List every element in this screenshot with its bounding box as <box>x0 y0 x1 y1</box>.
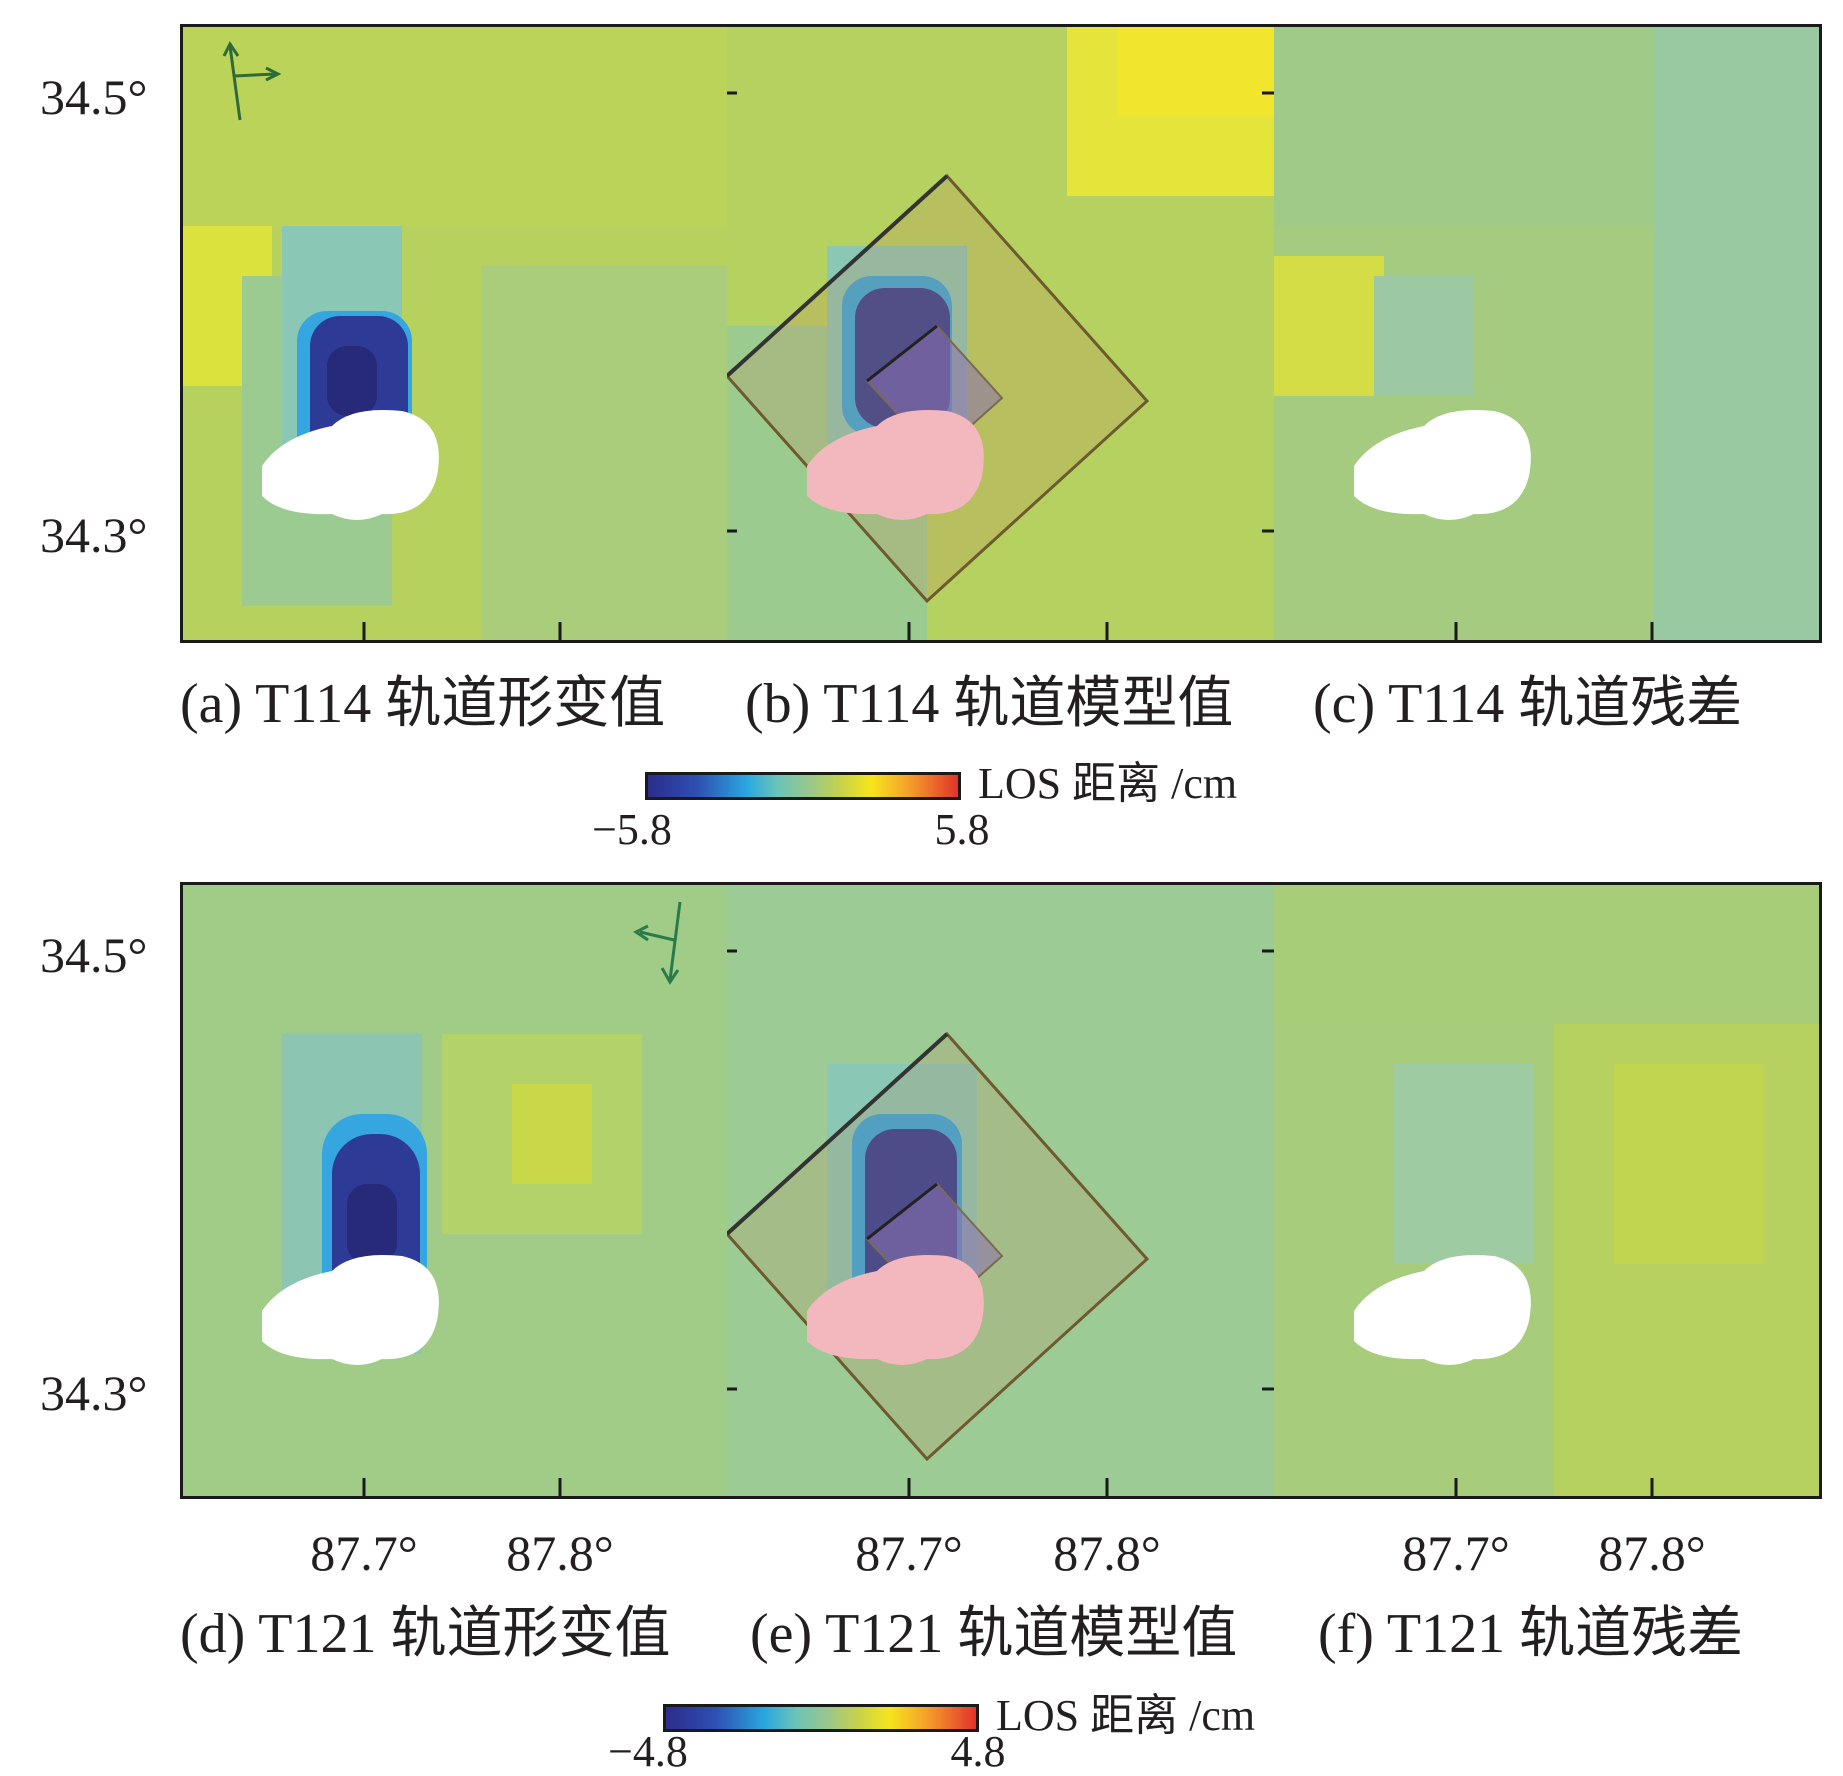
x-tick-label: 87.8° <box>1598 1525 1706 1581</box>
x-tick-label: 87.7° <box>1402 1525 1510 1581</box>
colorbar-min-label: −5.8 <box>592 805 672 854</box>
x-tick-label: 87.8° <box>1053 1525 1161 1581</box>
x-tick-label: 87.7° <box>310 1525 418 1581</box>
colorbar <box>663 1704 979 1732</box>
y-tick-label: 34.5° <box>40 927 148 983</box>
panel-caption-b: (b) T114 轨道模型值 <box>745 673 1234 735</box>
map-panel-b <box>727 26 1277 640</box>
colorbar-title: LOS 距离 /cm <box>996 1691 1256 1740</box>
colorbar <box>645 772 961 800</box>
map-panel-f <box>1274 884 1820 1496</box>
colorbar-min-label: −4.8 <box>608 1727 688 1776</box>
y-tick-label: 34.5° <box>40 69 148 125</box>
colorbar-max-label: 5.8 <box>934 805 990 854</box>
x-tick-label: 87.7° <box>855 1525 963 1581</box>
y-tick-label: 34.3° <box>40 1365 148 1421</box>
x-tick-label: 87.8° <box>506 1525 614 1581</box>
panel-caption-e: (e) T121 轨道模型值 <box>750 1603 1238 1665</box>
panel-caption-f: (f) T121 轨道残差 <box>1318 1603 1744 1665</box>
map-panel-e <box>727 884 1277 1496</box>
map-panel-d <box>182 884 730 1496</box>
panel-caption-d: (d) T121 轨道形变值 <box>180 1603 671 1665</box>
panel-caption-a: (a) T114 轨道形变值 <box>180 673 666 735</box>
map-panel-a <box>182 26 730 640</box>
colorbar-max-label: 4.8 <box>950 1727 1006 1776</box>
panel-caption-c: (c) T114 轨道残差 <box>1313 673 1743 735</box>
y-tick-label: 34.3° <box>40 507 148 563</box>
map-panel-c <box>1274 26 1820 640</box>
colorbar-title: LOS 距离 /cm <box>978 759 1238 808</box>
